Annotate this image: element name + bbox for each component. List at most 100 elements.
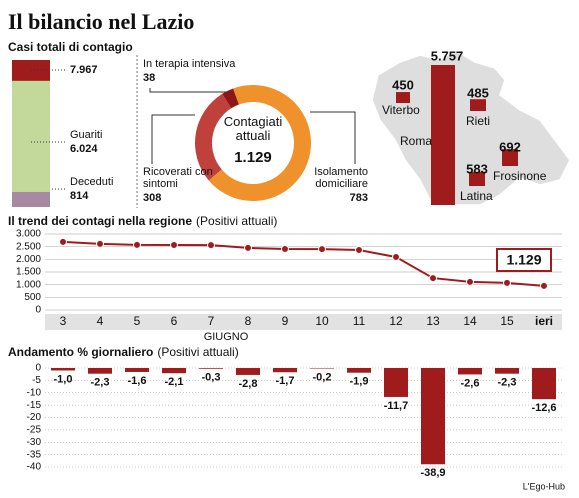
legend-label: Guariti <box>70 129 102 141</box>
value-label: -2,6 <box>461 377 480 389</box>
x-tick-label: 8 <box>245 314 252 328</box>
y-tick-label: -15 <box>27 400 42 411</box>
trend-point <box>503 278 511 287</box>
bar <box>88 368 112 374</box>
center-value: 1.129 <box>234 149 272 166</box>
section-title: Casi totali di contagio <box>8 40 133 54</box>
value-label: -1,9 <box>350 376 369 388</box>
x-axis-label: GIUGNO <box>204 331 249 343</box>
province-bar <box>502 149 518 166</box>
subtitle: (Positivi attuali) <box>157 345 238 359</box>
donut-segment <box>222 88 239 109</box>
trend-point <box>429 274 437 283</box>
y-tick-label: 500 <box>24 292 41 303</box>
y-tick-label: -30 <box>27 437 42 448</box>
trend-point <box>133 240 141 249</box>
y-tick-label: -20 <box>27 412 42 423</box>
bar <box>273 368 297 373</box>
donut-segment <box>208 84 311 202</box>
y-tick-label: -40 <box>27 462 42 473</box>
segment-label: Isolamento domiciliare <box>314 166 368 190</box>
source: L'Ego-Hub <box>523 481 565 491</box>
subtitle: (Positivi attuali) <box>196 214 277 228</box>
x-tick-label: 7 <box>208 314 215 328</box>
value-label: -2,3 <box>91 377 110 389</box>
y-tick-label: -25 <box>27 425 42 436</box>
x-tick-label: 15 <box>500 314 514 328</box>
province-name: Latina <box>460 189 493 203</box>
trend-point <box>392 253 400 262</box>
bar <box>532 368 556 400</box>
x-tick-label: 12 <box>389 314 403 328</box>
segment-value: 308 <box>143 192 161 204</box>
province-value: 450 <box>392 77 414 92</box>
bar <box>384 368 408 397</box>
value-label: -11,7 <box>384 400 408 412</box>
y-tick-label: -35 <box>27 449 42 460</box>
province-name: Frosinone <box>493 169 547 183</box>
trend-point <box>355 245 363 254</box>
value-label: -1,6 <box>128 375 147 387</box>
x-tick-label: 14 <box>463 314 477 328</box>
stack-segment <box>12 80 50 192</box>
legend-label: Deceduti <box>70 176 113 188</box>
x-tick-label: ieri <box>535 314 553 328</box>
title-main: Andamento % giornaliero <box>8 345 153 359</box>
bar <box>51 368 75 371</box>
x-tick-label: 10 <box>315 314 329 328</box>
value-label: 6.024 <box>70 143 98 155</box>
title-main: Il trend dei contagi nella regione <box>8 214 192 228</box>
trend-point <box>318 245 326 254</box>
annotation-box <box>496 248 552 272</box>
province-bar <box>469 171 485 186</box>
province-value: 692 <box>499 139 521 154</box>
y-tick-label: 1.000 <box>16 279 41 290</box>
segment-label-box: In terapia intensiva <box>143 58 235 70</box>
value-label: -0,2 <box>313 371 332 383</box>
annotation: 1.129 <box>506 252 541 268</box>
bar <box>421 368 445 465</box>
page-title: Il bilancio nel Lazio <box>8 9 194 34</box>
y-tick-label: -10 <box>27 387 42 398</box>
bar <box>199 368 223 369</box>
bar <box>162 368 186 374</box>
trend-point <box>170 241 178 250</box>
x-tick-label: 11 <box>353 314 366 328</box>
x-tick-label: 6 <box>171 314 178 328</box>
center-label: Contagiati attuali <box>223 115 283 143</box>
province-value: 5.757 <box>431 48 464 63</box>
x-tick-label: 3 <box>60 314 67 328</box>
leader <box>149 88 228 93</box>
province-value: 583 <box>466 161 488 176</box>
province-bar <box>396 92 410 103</box>
province-bar <box>470 99 486 111</box>
bar <box>125 368 149 372</box>
x-tick-label: 13 <box>426 314 440 328</box>
value-label: -1,7 <box>276 375 295 387</box>
donut-segment <box>194 93 232 181</box>
y-tick-label: 0 <box>35 305 41 316</box>
bar <box>458 368 482 375</box>
y-tick-label: 1.500 <box>16 267 41 278</box>
segment-label: Ricoverati con sintomi <box>143 166 213 190</box>
total-label: 7.967 <box>70 64 98 76</box>
y-tick-label: 3.000 <box>16 229 41 240</box>
leader <box>151 114 195 164</box>
lazio-map <box>371 49 571 206</box>
province-value: 485 <box>467 85 489 100</box>
y-tick-label: 2.000 <box>16 254 41 265</box>
bar <box>495 368 519 374</box>
y-tick-label: -5 <box>32 375 41 386</box>
value-label: -12,6 <box>531 402 556 414</box>
stack-segment <box>12 191 50 207</box>
value-label: -0,3 <box>202 372 221 384</box>
value-label: -2,8 <box>239 378 258 390</box>
bar <box>236 368 260 375</box>
segment-label-box: Ricoverati con sintomi <box>143 166 213 190</box>
province-bar <box>431 65 455 205</box>
chart-title: Il trend dei contagi nella regione (Posit… <box>8 214 277 228</box>
segment-value: 783 <box>350 192 368 204</box>
trend-point <box>540 281 548 290</box>
province-name: Viterbo <box>382 103 420 117</box>
